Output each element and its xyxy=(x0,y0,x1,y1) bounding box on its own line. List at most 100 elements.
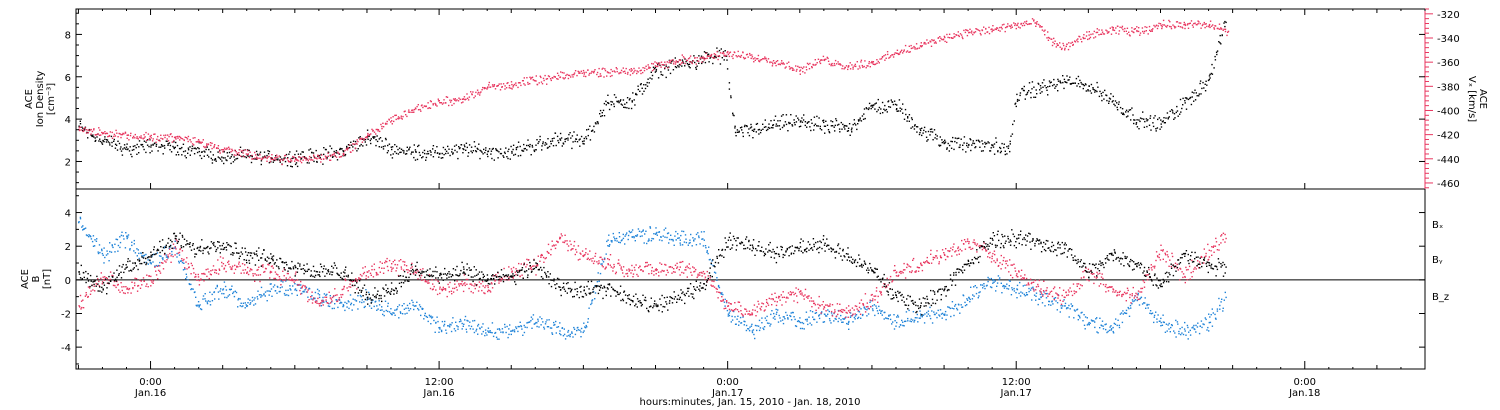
density-point xyxy=(182,150,185,153)
bz-point xyxy=(200,279,202,281)
density-point xyxy=(988,142,990,144)
by-point xyxy=(756,325,758,327)
vx-point xyxy=(297,160,299,162)
density-point xyxy=(297,153,300,155)
by-point xyxy=(723,301,726,303)
by-point xyxy=(1208,321,1210,324)
density-point xyxy=(706,52,708,54)
density-point xyxy=(578,139,580,141)
density-point xyxy=(172,145,174,148)
by-point xyxy=(315,300,317,302)
by-point xyxy=(740,322,743,324)
vx-point xyxy=(1213,27,1215,29)
by-point xyxy=(637,228,640,230)
bz-point xyxy=(570,243,572,246)
bz-point xyxy=(472,292,474,294)
by-point xyxy=(795,325,798,328)
by-point xyxy=(1077,314,1080,317)
vx-point xyxy=(626,73,629,75)
vx-point xyxy=(696,57,698,59)
density-point xyxy=(548,145,551,148)
vx-point xyxy=(699,57,701,59)
density-point xyxy=(906,120,908,122)
by-point xyxy=(703,231,705,233)
by-point xyxy=(336,299,338,301)
vx-point xyxy=(1021,24,1024,27)
bz-point xyxy=(452,287,454,290)
vx-point xyxy=(314,157,316,159)
by-point xyxy=(140,252,142,254)
vx-point xyxy=(124,132,127,134)
bz-point xyxy=(469,283,471,285)
density-point xyxy=(674,57,676,59)
density-point xyxy=(834,130,836,132)
vx-point xyxy=(454,99,456,101)
by-point xyxy=(691,245,693,247)
vx-point xyxy=(986,31,989,33)
vx-point xyxy=(203,145,205,148)
bz-point xyxy=(871,300,874,302)
vx-point xyxy=(596,71,599,74)
density-point xyxy=(925,131,927,133)
by-point xyxy=(357,295,359,297)
vx-point xyxy=(202,139,204,141)
bz-point xyxy=(566,243,568,245)
by-point xyxy=(1127,306,1129,309)
density-point xyxy=(734,131,737,134)
by-point xyxy=(1002,285,1004,288)
by-point xyxy=(874,314,876,317)
by-point xyxy=(970,286,972,288)
vx-point xyxy=(421,104,423,106)
by-point xyxy=(484,329,487,331)
vx-point xyxy=(639,70,641,72)
density-point xyxy=(617,100,620,102)
by-point xyxy=(224,296,226,299)
vx-point xyxy=(1067,48,1070,51)
by-point xyxy=(889,318,892,321)
density-point xyxy=(858,120,860,122)
vx-point xyxy=(732,57,734,60)
density-point xyxy=(862,118,865,120)
by-point xyxy=(1160,317,1162,320)
bz-point xyxy=(331,300,333,302)
by-point xyxy=(643,242,645,244)
bz-point xyxy=(433,285,435,288)
by-point xyxy=(495,336,498,338)
by-point xyxy=(120,234,123,237)
density-point xyxy=(875,102,877,104)
bz-point xyxy=(98,285,100,287)
by-point xyxy=(748,330,751,332)
by-point xyxy=(1038,298,1040,300)
vx-point xyxy=(916,47,919,50)
vx-point xyxy=(193,144,195,146)
vx-point xyxy=(1198,21,1200,23)
density-point xyxy=(138,152,140,154)
density-point xyxy=(466,146,468,149)
by-point xyxy=(253,299,255,301)
by-point xyxy=(126,237,128,240)
density-point xyxy=(594,122,597,124)
by-point xyxy=(802,322,805,325)
bz-point xyxy=(381,262,383,264)
vx-point xyxy=(1200,27,1202,29)
density-point xyxy=(681,65,683,67)
density-point xyxy=(626,101,628,104)
by-point xyxy=(1132,300,1134,303)
vx-point xyxy=(432,104,434,106)
vx-point xyxy=(1183,21,1185,24)
density-point xyxy=(655,68,658,71)
density-point xyxy=(1220,43,1222,45)
vx-point xyxy=(1064,49,1066,51)
vx-point xyxy=(1001,24,1004,26)
bz-point xyxy=(461,284,464,287)
density-point xyxy=(552,145,555,147)
bz-point xyxy=(561,235,563,237)
density-point xyxy=(1213,67,1215,69)
bz-point xyxy=(482,280,484,283)
by-point xyxy=(1106,331,1108,334)
by-point xyxy=(88,234,90,236)
bz-point xyxy=(521,274,523,276)
density-point xyxy=(637,85,639,87)
bz-point xyxy=(234,264,236,267)
vx-point xyxy=(1000,26,1003,28)
